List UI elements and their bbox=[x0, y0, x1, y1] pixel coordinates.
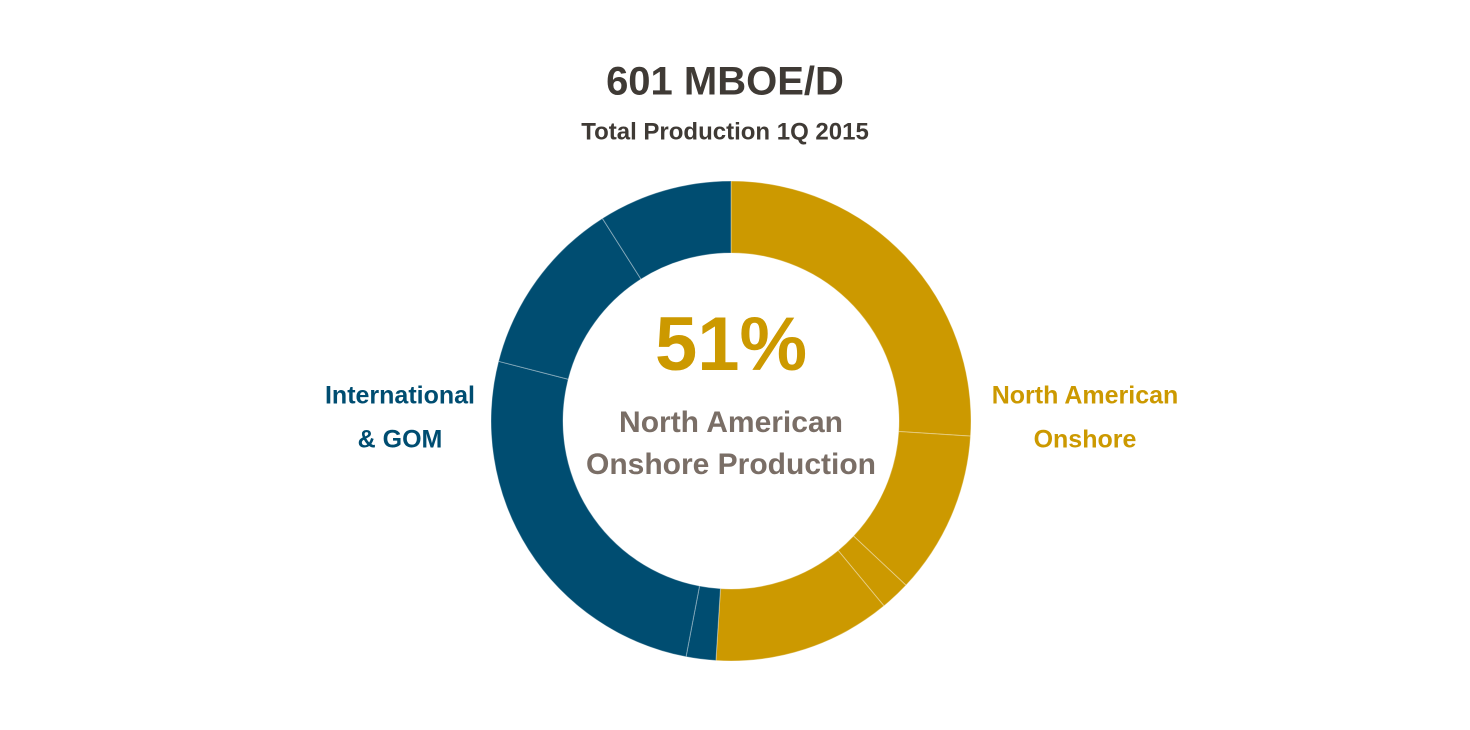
center-value: 51% bbox=[655, 302, 807, 387]
donut-segment bbox=[685, 585, 721, 662]
chart-title: 601 MBOE/D bbox=[606, 60, 844, 104]
donut-segment bbox=[497, 217, 642, 380]
donut-segment bbox=[601, 180, 732, 280]
chart-subtitle: Total Production 1Q 2015 bbox=[581, 118, 869, 145]
donut-segment bbox=[715, 549, 885, 662]
group-label: International bbox=[325, 382, 475, 410]
group-label: & GOM bbox=[358, 426, 443, 454]
center-text: North American bbox=[619, 406, 843, 439]
center-text: Onshore Production bbox=[586, 448, 876, 481]
donut-segment bbox=[490, 360, 701, 658]
donut-segment bbox=[730, 180, 972, 437]
group-label: North American bbox=[992, 382, 1179, 410]
donut-segment bbox=[837, 535, 907, 607]
group-label: Onshore bbox=[1034, 426, 1137, 454]
